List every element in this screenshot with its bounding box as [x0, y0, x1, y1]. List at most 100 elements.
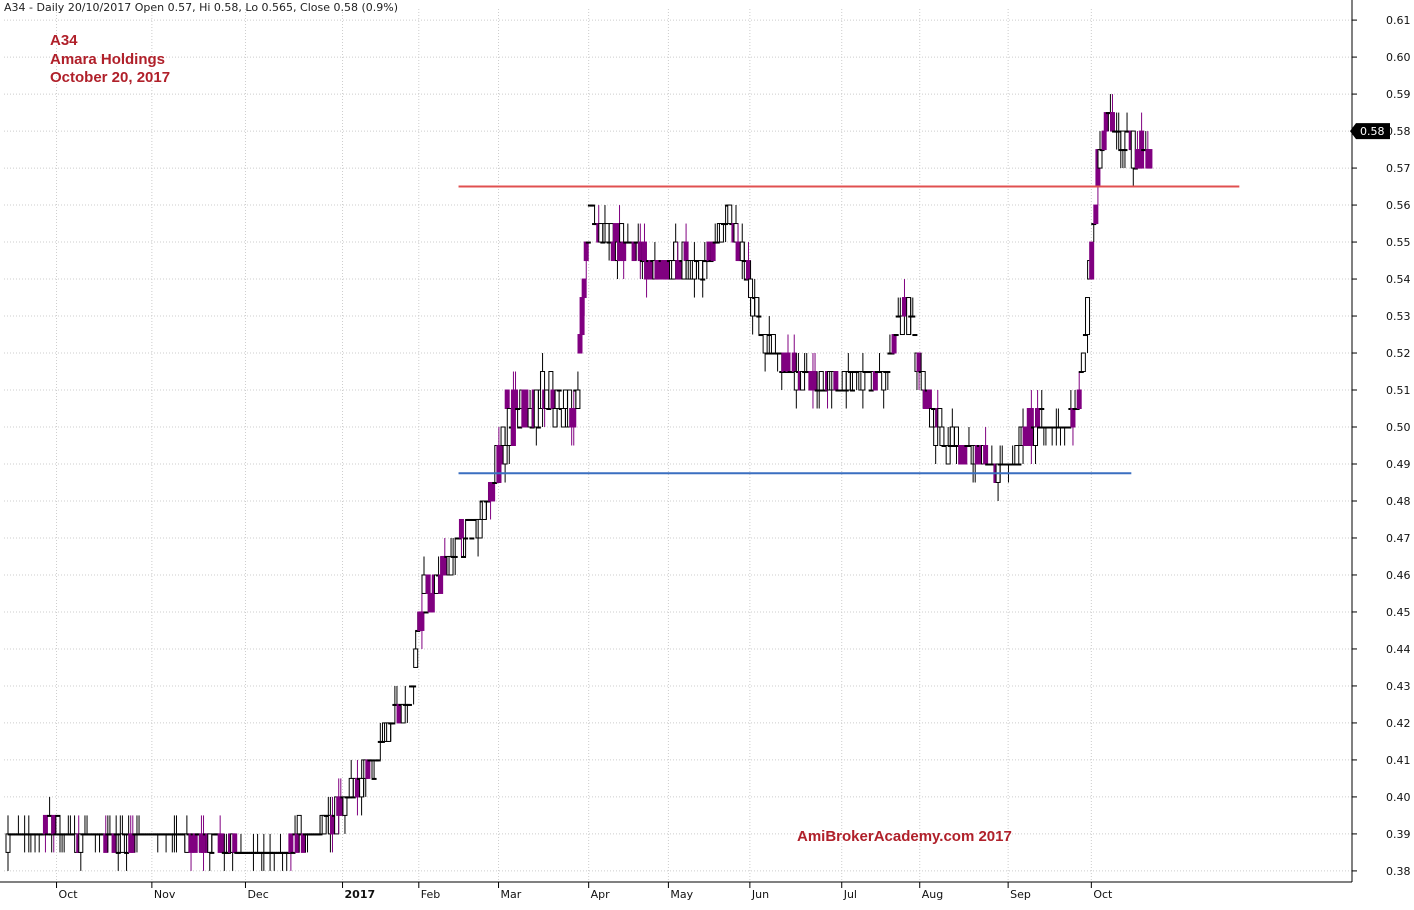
- last-close-tag: [1350, 123, 1390, 140]
- date-annotation: October 20, 2017: [50, 69, 171, 86]
- candle-body: [130, 833, 136, 853]
- candle-body: [442, 555, 448, 576]
- candle-body: [727, 204, 733, 225]
- candle-body: [748, 278, 754, 299]
- candle-body: [53, 833, 59, 836]
- candle-body: [544, 389, 550, 410]
- candle-body: [933, 426, 939, 447]
- candle-body: [841, 371, 847, 391]
- candle-body: [845, 371, 851, 391]
- candle-body: [1024, 426, 1030, 447]
- candle-body: [793, 371, 799, 391]
- candle-body: [962, 445, 968, 465]
- candle-body: [929, 408, 935, 428]
- candle-body: [369, 759, 375, 762]
- candle-body: [119, 833, 125, 853]
- candle-body: [562, 389, 568, 410]
- x-tick-label: May: [670, 888, 693, 901]
- candle-body: [390, 722, 396, 725]
- candle-body: [1035, 408, 1041, 428]
- last-close-label: 0.58: [1350, 123, 1390, 140]
- y-tick-label: 0.52: [1386, 347, 1411, 360]
- y-tick-label: 0.55: [1386, 236, 1411, 249]
- candle-body: [55, 814, 61, 817]
- candle-body: [371, 777, 377, 780]
- candle-body: [648, 260, 654, 280]
- candle-body: [581, 278, 587, 299]
- candle-body: [490, 481, 496, 502]
- candle-body: [288, 833, 294, 853]
- candle-body: [113, 833, 119, 836]
- candle-body: [207, 833, 213, 853]
- y-tick-label: 0.41: [1386, 754, 1411, 767]
- candle-body: [683, 241, 689, 262]
- candle-body: [329, 814, 335, 835]
- candle-body: [201, 833, 207, 853]
- candle-body: [321, 814, 327, 835]
- candle-body: [1089, 241, 1095, 280]
- candle-body: [498, 445, 504, 465]
- candle-body: [1066, 426, 1072, 429]
- candle-body: [502, 445, 508, 465]
- candle-body: [608, 223, 614, 243]
- candle-body: [192, 833, 198, 853]
- candle-body: [527, 408, 533, 428]
- candle-body: [770, 334, 776, 354]
- y-tick-label: 0.56: [1386, 199, 1411, 212]
- candle-body: [598, 223, 604, 243]
- candle-body: [296, 814, 302, 835]
- candle-body: [723, 223, 729, 226]
- candle-body: [232, 833, 238, 853]
- y-tick-label: 0.42: [1386, 717, 1411, 730]
- candle-body: [413, 648, 419, 668]
- candle-body: [1130, 130, 1136, 169]
- candle-body: [698, 260, 704, 280]
- candle-body: [631, 241, 637, 262]
- candle-body: [585, 241, 591, 244]
- candle-body: [515, 408, 521, 411]
- candle-body: [885, 371, 891, 374]
- candle-body: [920, 371, 926, 391]
- y-tick-label: 0.51: [1386, 384, 1411, 397]
- candle-body: [974, 445, 980, 465]
- candle-body: [1147, 149, 1153, 169]
- candle-body: [103, 833, 109, 853]
- candle-body: [552, 408, 558, 428]
- y-tick-label: 0.50: [1386, 421, 1411, 434]
- candle-body: [1103, 112, 1109, 132]
- candle-body: [781, 352, 787, 373]
- chart-header: A34 - Daily 20/10/2017 Open 0.57, Hi 0.5…: [4, 1, 399, 14]
- candle-body: [893, 334, 899, 337]
- x-tick-label: Jul: [843, 888, 857, 901]
- y-tick-label: 0.40: [1386, 791, 1411, 804]
- y-tick-label: 0.47: [1386, 532, 1411, 545]
- x-tick-label: Oct: [1093, 888, 1113, 901]
- candle-body: [115, 851, 121, 854]
- candle-body: [219, 833, 225, 853]
- candle-body: [881, 371, 887, 391]
- candle-body: [866, 371, 872, 374]
- candle-body: [1080, 352, 1086, 373]
- candle-body: [1070, 408, 1076, 428]
- candle-body: [1033, 426, 1039, 447]
- trend-lines: [458, 185, 1240, 475]
- candle-body: [637, 241, 643, 262]
- candle-body: [949, 426, 955, 447]
- candle-body: [423, 611, 429, 614]
- candle-body: [706, 241, 712, 262]
- candle-body: [583, 241, 589, 262]
- y-tick-label: 0.46: [1386, 569, 1411, 582]
- candle-body: [421, 574, 427, 594]
- candle-body: [42, 814, 48, 835]
- y-tick-label: 0.53: [1386, 310, 1411, 323]
- candle-body: [754, 297, 760, 317]
- candle-body: [945, 445, 951, 465]
- candle-body: [612, 223, 618, 243]
- candle-body: [290, 851, 296, 854]
- candle-body: [745, 260, 751, 280]
- candle-body: [710, 241, 716, 262]
- y-tick-label: 0.39: [1386, 828, 1411, 841]
- candle-body: [300, 833, 306, 853]
- grid-lines: [4, 9, 1352, 882]
- y-tick-label: 0.58: [1386, 125, 1411, 138]
